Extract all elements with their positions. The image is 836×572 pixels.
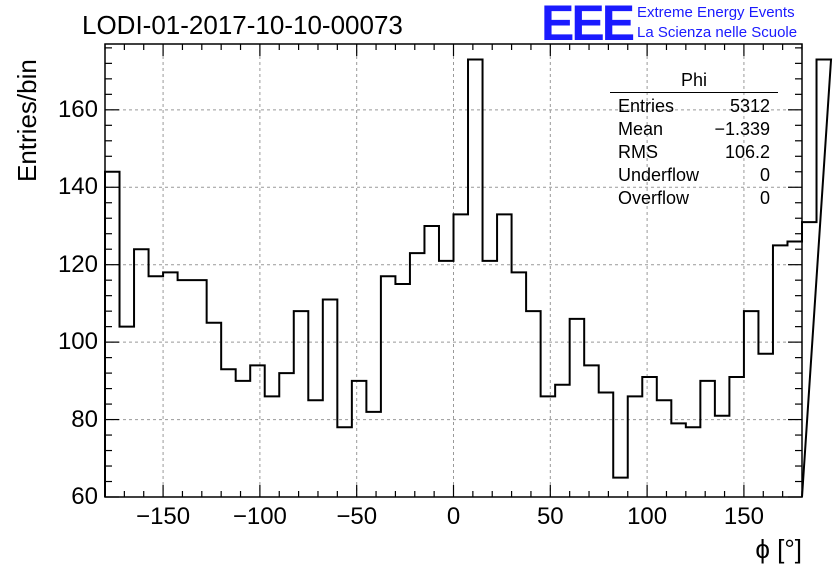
logo-line-1: Extreme Energy Events xyxy=(637,4,795,21)
histogram-bin xyxy=(308,400,323,497)
plot-frame xyxy=(104,43,803,498)
histogram-bin xyxy=(642,377,657,497)
histogram-bin xyxy=(395,284,410,497)
histogram-bin xyxy=(512,272,527,497)
stats-value: −1.339 xyxy=(714,119,770,139)
histogram-bin xyxy=(410,253,425,497)
stats-title: Phi xyxy=(610,70,778,93)
stats-row-underflow: Underflow 0 xyxy=(610,164,778,187)
histogram-bin xyxy=(120,327,135,497)
x-tick-label: −50 xyxy=(336,503,378,530)
histogram-bin xyxy=(584,365,599,497)
stats-label: Overflow xyxy=(618,188,690,208)
histogram-bin xyxy=(686,427,701,497)
histogram-bin xyxy=(802,222,817,497)
histogram-bin xyxy=(555,385,570,497)
histogram-bin xyxy=(773,245,788,497)
histogram-bin xyxy=(744,311,759,497)
histogram-bin xyxy=(599,392,614,497)
histogram-bin xyxy=(337,427,352,497)
histogram-bin xyxy=(221,369,236,497)
histogram-bin xyxy=(671,423,686,497)
x-tick-label: −100 xyxy=(232,503,287,530)
y-tick-label: 60 xyxy=(71,483,98,510)
histogram-bin xyxy=(483,261,498,497)
y-tick-label: 160 xyxy=(57,95,98,123)
histogram-bin xyxy=(236,381,251,497)
y-tick-label: 120 xyxy=(57,250,98,278)
histogram-bin xyxy=(105,172,120,497)
histogram-bin xyxy=(454,214,469,497)
histogram-bin xyxy=(265,396,280,497)
histogram-bin xyxy=(439,261,454,497)
histogram-bin xyxy=(424,226,439,497)
stats-box: Phi Entries 5312 Mean −1.339 RMS 106.2 Unde… xyxy=(610,70,778,210)
histogram-bin xyxy=(715,416,730,497)
stats-value: 106.2 xyxy=(724,142,770,162)
x-tick-label: 150 xyxy=(723,503,764,530)
x-axis-label: ϕ [°] xyxy=(755,534,802,564)
stats-value: 5312 xyxy=(729,96,770,116)
histogram-bin xyxy=(163,272,178,497)
histogram-bin xyxy=(366,412,381,497)
histogram-bin xyxy=(729,377,744,497)
stats-label: RMS xyxy=(618,142,658,162)
histogram-outline xyxy=(104,58,833,498)
x-tick-label: 50 xyxy=(536,503,564,530)
stats-row-overflow: Overflow 0 xyxy=(610,187,778,210)
eee-logo: EEE xyxy=(541,0,635,51)
plot-title: LODI-01-2017-10-10-00073 xyxy=(82,10,403,40)
y-tick-label: 100 xyxy=(57,328,98,356)
stats-label: Mean xyxy=(618,119,664,139)
x-tick-label: 100 xyxy=(627,503,668,530)
y-tick-label: 140 xyxy=(57,173,98,201)
stats-label: Entries xyxy=(618,96,675,116)
histogram-bin xyxy=(468,59,483,497)
histogram-bin xyxy=(541,396,556,497)
stats-row-mean: Mean −1.339 xyxy=(610,118,778,141)
histogram-bin xyxy=(497,214,512,497)
histogram-bin xyxy=(207,323,222,497)
histogram-bin xyxy=(758,354,773,497)
histogram-bin xyxy=(178,280,193,497)
histogram-bin xyxy=(526,311,541,497)
histogram-bin xyxy=(817,59,832,497)
histogram-bin xyxy=(149,276,164,497)
logo-line-2: La Scienza nelle Scuole xyxy=(637,24,798,41)
histogram-bin xyxy=(279,373,294,497)
histogram-bin xyxy=(250,365,265,497)
histogram-bin xyxy=(628,396,643,497)
stats-row-rms: RMS 106.2 xyxy=(610,141,778,164)
histogram-bin xyxy=(323,300,338,497)
histogram-bin xyxy=(134,249,149,497)
y-tick-label: 80 xyxy=(71,405,98,433)
stats-value: 0 xyxy=(759,188,770,208)
histogram-bin xyxy=(700,381,715,497)
stats-value: 0 xyxy=(759,165,770,185)
histogram-bin xyxy=(352,381,367,497)
histogram-bin xyxy=(294,311,309,497)
histogram-bin xyxy=(657,400,672,497)
histogram-bin xyxy=(570,319,585,497)
histogram-bin xyxy=(192,280,207,497)
stats-label: Underflow xyxy=(618,165,700,185)
histogram-bin xyxy=(787,241,802,497)
x-tick-label: 0 xyxy=(446,503,461,530)
histogram-bin xyxy=(381,276,396,497)
x-tick-label: −150 xyxy=(136,503,191,530)
histogram-bin xyxy=(613,478,628,497)
stats-row-entries: Entries 5312 xyxy=(610,95,778,118)
